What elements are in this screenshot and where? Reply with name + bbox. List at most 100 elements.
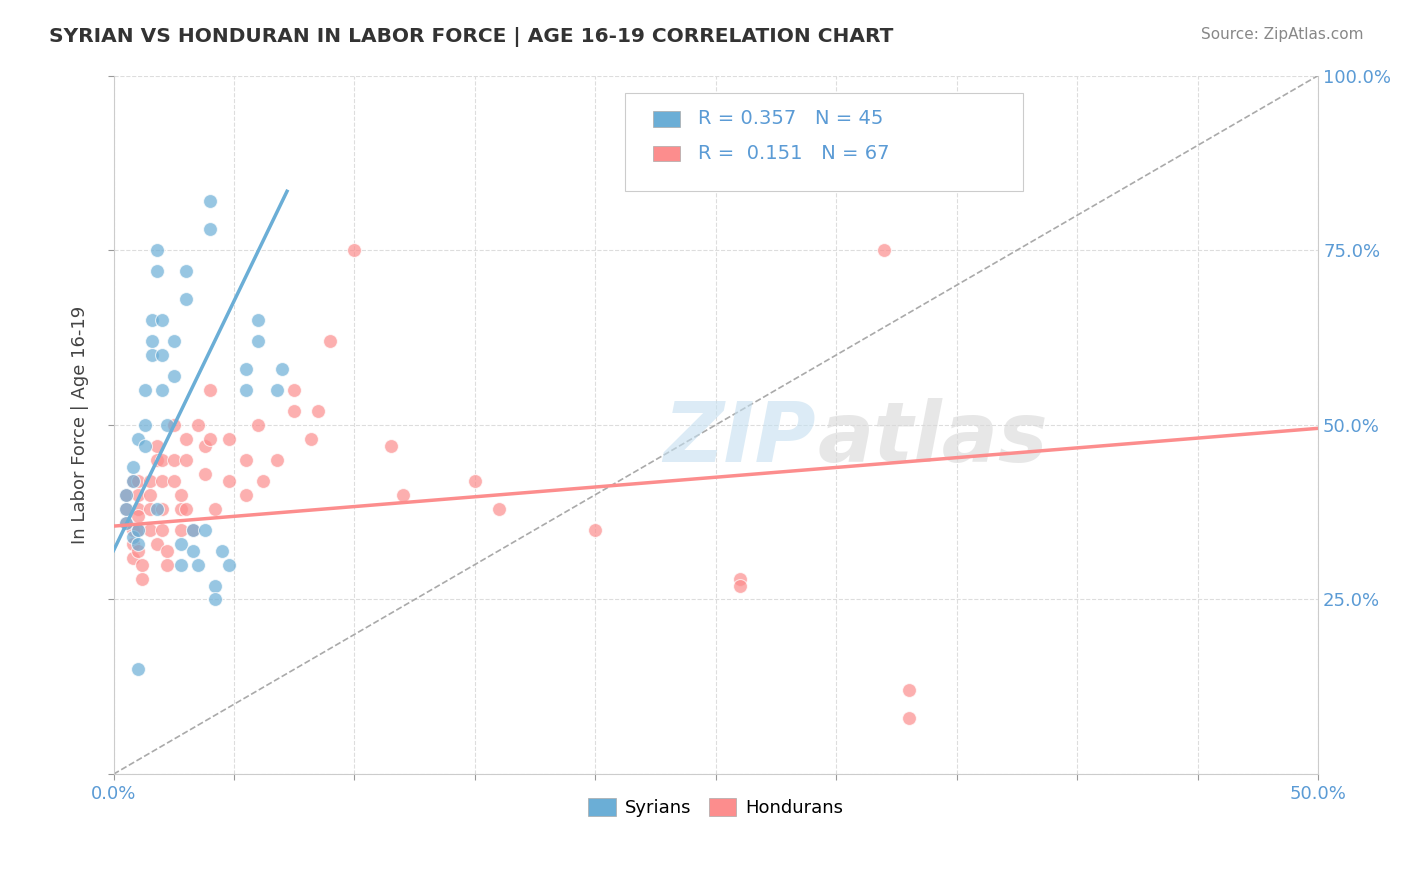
- Point: [204, 592, 226, 607]
- Point: [211, 543, 233, 558]
- Text: SYRIAN VS HONDURAN IN LABOR FORCE | AGE 16-19 CORRELATION CHART: SYRIAN VS HONDURAN IN LABOR FORCE | AGE …: [49, 27, 894, 46]
- Point: [127, 488, 149, 502]
- Point: [307, 404, 329, 418]
- Point: [127, 432, 149, 446]
- Point: [198, 432, 221, 446]
- Point: [187, 417, 209, 432]
- Point: [488, 501, 510, 516]
- Point: [163, 452, 186, 467]
- Point: [181, 543, 204, 558]
- Point: [204, 578, 226, 592]
- Point: [141, 313, 163, 327]
- Text: atlas: atlas: [817, 399, 1047, 479]
- Point: [218, 558, 240, 572]
- Point: [114, 488, 136, 502]
- Point: [134, 417, 156, 432]
- Point: [127, 523, 149, 537]
- Point: [121, 459, 143, 474]
- Point: [271, 362, 294, 376]
- Point: [170, 536, 193, 550]
- Point: [728, 578, 751, 592]
- Point: [138, 474, 160, 488]
- Point: [873, 243, 896, 257]
- Point: [150, 313, 173, 327]
- Point: [174, 452, 197, 467]
- Point: [235, 383, 257, 397]
- FancyBboxPatch shape: [654, 112, 679, 127]
- Point: [204, 501, 226, 516]
- Text: R =  0.151   N = 67: R = 0.151 N = 67: [697, 145, 889, 163]
- FancyBboxPatch shape: [654, 146, 679, 161]
- Point: [170, 558, 193, 572]
- Point: [163, 334, 186, 348]
- Point: [127, 523, 149, 537]
- Text: ZIP: ZIP: [664, 399, 817, 479]
- Point: [127, 536, 149, 550]
- Point: [121, 530, 143, 544]
- Point: [198, 222, 221, 236]
- Point: [380, 439, 402, 453]
- Point: [155, 543, 177, 558]
- Point: [155, 558, 177, 572]
- Point: [170, 501, 193, 516]
- Point: [198, 383, 221, 397]
- Point: [138, 488, 160, 502]
- Point: [146, 452, 169, 467]
- Point: [127, 543, 149, 558]
- Point: [114, 488, 136, 502]
- Point: [121, 550, 143, 565]
- Point: [121, 523, 143, 537]
- Point: [150, 501, 173, 516]
- Point: [163, 368, 186, 383]
- Point: [299, 432, 322, 446]
- Point: [131, 558, 153, 572]
- Point: [174, 501, 197, 516]
- Point: [134, 383, 156, 397]
- Point: [247, 334, 270, 348]
- Point: [187, 558, 209, 572]
- Point: [218, 432, 240, 446]
- Point: [138, 501, 160, 516]
- Point: [266, 452, 288, 467]
- Point: [163, 417, 186, 432]
- Point: [897, 683, 920, 698]
- Point: [181, 523, 204, 537]
- Point: [114, 501, 136, 516]
- Point: [170, 488, 193, 502]
- Y-axis label: In Labor Force | Age 16-19: In Labor Force | Age 16-19: [72, 306, 89, 544]
- Point: [319, 334, 342, 348]
- Point: [127, 474, 149, 488]
- Point: [150, 474, 173, 488]
- Point: [138, 523, 160, 537]
- Point: [174, 292, 197, 306]
- Point: [198, 194, 221, 209]
- Point: [121, 474, 143, 488]
- FancyBboxPatch shape: [626, 93, 1024, 191]
- Point: [235, 452, 257, 467]
- Point: [146, 243, 169, 257]
- Legend: Syrians, Hondurans: Syrians, Hondurans: [581, 790, 851, 824]
- Point: [114, 501, 136, 516]
- Point: [728, 572, 751, 586]
- Point: [150, 348, 173, 362]
- Point: [134, 439, 156, 453]
- Point: [235, 362, 257, 376]
- Point: [283, 383, 305, 397]
- Point: [218, 474, 240, 488]
- Text: Source: ZipAtlas.com: Source: ZipAtlas.com: [1201, 27, 1364, 42]
- Point: [174, 264, 197, 278]
- Point: [155, 417, 177, 432]
- Point: [170, 523, 193, 537]
- Point: [131, 572, 153, 586]
- Point: [146, 501, 169, 516]
- Point: [121, 536, 143, 550]
- Point: [146, 439, 169, 453]
- Point: [150, 383, 173, 397]
- Point: [343, 243, 366, 257]
- Text: R = 0.357   N = 45: R = 0.357 N = 45: [697, 110, 883, 128]
- Point: [247, 313, 270, 327]
- Point: [163, 474, 186, 488]
- Point: [583, 523, 606, 537]
- Point: [121, 474, 143, 488]
- Point: [194, 523, 217, 537]
